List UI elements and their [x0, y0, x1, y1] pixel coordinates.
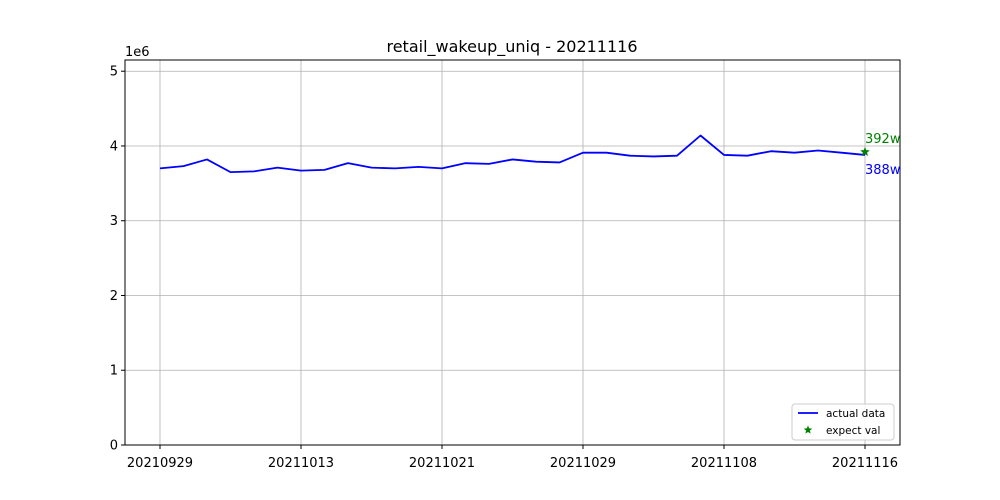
x-tick-label: 20211021: [409, 456, 475, 471]
legend-expect-swatch: [803, 425, 813, 434]
y-offset-label: 1e6: [125, 45, 150, 60]
y-tick-label: 4: [110, 139, 118, 154]
y-axis: 0 1 2 3 4 5: [110, 65, 125, 454]
annotations: 392w 388w: [865, 132, 901, 178]
y-tick-label: 0: [110, 439, 118, 454]
chart-title: retail_wakeup_uniq - 20211116: [386, 37, 637, 57]
y-tick-label: 2: [110, 289, 118, 304]
expect-val-annotation: 392w: [865, 132, 901, 147]
y-tick-label: 5: [110, 65, 118, 80]
grid: [125, 60, 900, 446]
x-tick-label: 20211029: [550, 456, 616, 471]
actual-data-annotation: 388w: [865, 163, 901, 178]
expect-val-marker: [860, 146, 870, 156]
axes-frame: [124, 59, 901, 446]
y-tick-label: 1: [110, 364, 118, 379]
y-tick-label: 3: [110, 214, 118, 229]
x-tick-label: 20211013: [268, 456, 334, 471]
legend-expect-label: expect val: [826, 425, 880, 437]
x-axis: 20210929 20211013 20211021 20211029 20211108…: [127, 445, 898, 471]
x-tick-label: 20211108: [691, 456, 757, 471]
legend: actual data expect val: [791, 403, 895, 441]
plot-area: [159, 134, 870, 174]
x-tick-label: 20211116: [832, 456, 898, 471]
x-tick-label: 20210929: [127, 456, 193, 471]
actual-data-line: [159, 134, 866, 174]
legend-actual-label: actual data: [826, 408, 885, 420]
